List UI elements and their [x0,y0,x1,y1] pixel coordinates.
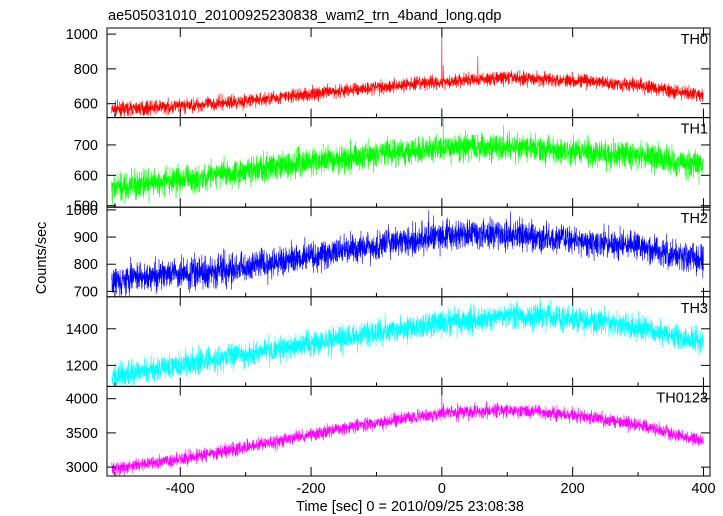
y-axis-label: Counts/sec [34,222,50,295]
y-tick-label: 900 [74,230,98,246]
y-tick-label: 500 [74,199,98,215]
chart-title: ae505031010_20100925230838_wam2_trn_4ban… [108,8,501,24]
panel-label-th0123: TH0123 [656,390,708,406]
series-line-th0 [111,28,704,118]
x-tick-label: 200 [561,481,585,497]
y-tick-label: 600 [74,97,98,113]
panel-frame-th3 [106,296,711,387]
y-tick-label: 600 [74,168,98,184]
panel-frame-th0123 [106,385,711,477]
panel-label-th3: TH3 [681,301,708,317]
x-tick-label: 400 [691,481,715,497]
panel-label-th2: TH2 [681,211,708,227]
x-tick-label: -400 [166,481,195,497]
y-tick-label: 800 [74,257,98,273]
x-axis-label: Time [sec] 0 = 2010/09/25 23:08:38 [296,499,524,515]
panel-label-th0: TH0 [681,32,708,48]
y-tick-label: 700 [74,284,98,300]
y-tick-label: 4000 [66,392,98,408]
series-line-th3 [111,296,704,387]
y-tick-label: 800 [74,62,98,78]
series-line-th0123 [111,386,704,476]
panels-group: 600 800 1000 TH0 500 600 700 TH1 700 800 900 1000 TH… [66,27,716,497]
panel-label-th1: TH1 [681,122,708,138]
y-tick-label: 1000 [66,203,98,219]
series-line-th2 [111,209,704,297]
x-tick-label: -200 [297,481,326,497]
series-line-th1 [111,117,704,205]
y-tick-label: 3500 [66,426,98,442]
x-tick-label: 0 [438,481,446,497]
y-tick-label: 1200 [66,358,98,374]
y-tick-label: 1400 [66,322,98,338]
y-tick-label: 3000 [66,460,98,476]
y-tick-label: 1000 [66,27,98,43]
y-tick-label: 700 [74,138,98,154]
